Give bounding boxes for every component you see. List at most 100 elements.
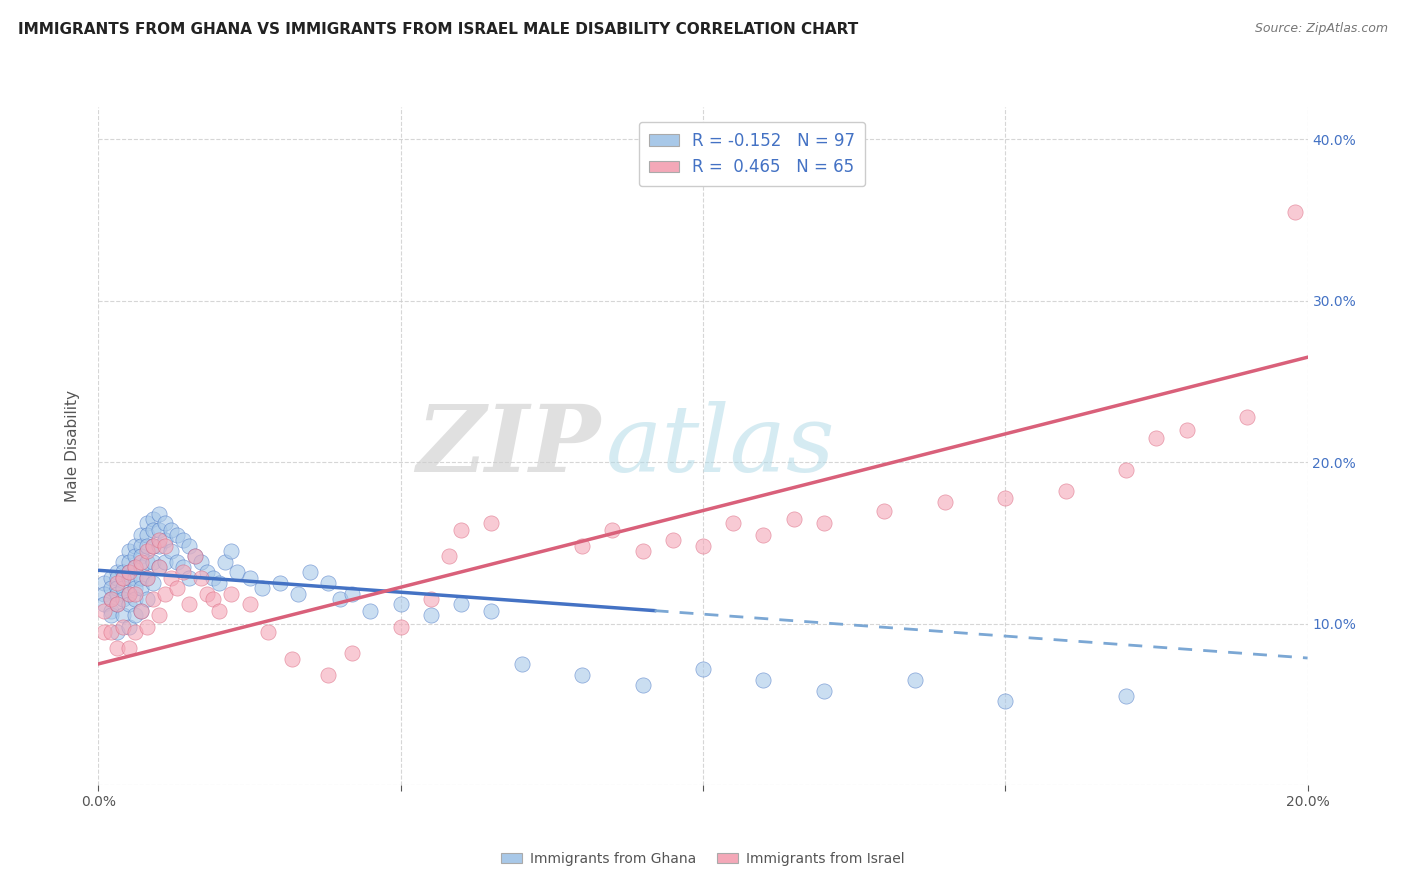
Point [160, 571, 183, 585]
Point [299, 565, 322, 579]
Point [105, 576, 128, 591]
Point [129, 581, 152, 595]
Point [124, 539, 146, 553]
Point [148, 608, 170, 623]
Point [813, 684, 835, 698]
Point [221, 544, 243, 558]
Point [571, 668, 593, 682]
Point [1175, 423, 1198, 437]
Point [153, 555, 176, 569]
Point [105, 597, 128, 611]
Point [100, 571, 122, 585]
Point [118, 587, 141, 601]
Point [250, 581, 273, 595]
Point [118, 555, 141, 569]
Point [124, 624, 146, 639]
Y-axis label: Male Disability: Male Disability [65, 390, 80, 502]
Point [510, 657, 533, 671]
Point [813, 516, 835, 531]
Point [105, 571, 128, 585]
Point [208, 576, 231, 591]
Point [142, 539, 165, 553]
Point [105, 597, 128, 611]
Point [184, 549, 207, 563]
Point [105, 581, 128, 595]
Point [135, 539, 157, 553]
Point [179, 539, 201, 553]
Point [160, 544, 183, 558]
Point [184, 549, 207, 563]
Point [904, 673, 927, 687]
Point [153, 516, 176, 531]
Point [124, 592, 146, 607]
Point [124, 587, 146, 601]
Point [692, 539, 714, 553]
Point [437, 549, 460, 563]
Point [124, 608, 146, 623]
Point [221, 587, 243, 601]
Point [723, 516, 745, 531]
Point [111, 608, 134, 623]
Point [148, 533, 170, 547]
Point [135, 571, 157, 585]
Point [111, 571, 134, 585]
Point [93, 576, 115, 591]
Point [873, 503, 896, 517]
Point [481, 516, 503, 531]
Point [481, 604, 503, 618]
Point [129, 571, 152, 585]
Point [269, 576, 291, 591]
Point [105, 587, 128, 601]
Point [129, 604, 152, 618]
Point [190, 555, 212, 569]
Point [316, 668, 339, 682]
Point [148, 560, 170, 574]
Point [153, 587, 176, 601]
Point [153, 539, 176, 553]
Point [153, 533, 176, 547]
Point [1236, 409, 1258, 424]
Text: ZIP: ZIP [416, 401, 600, 491]
Point [129, 560, 152, 574]
Point [129, 539, 152, 553]
Text: atlas: atlas [606, 401, 835, 491]
Point [100, 581, 122, 595]
Point [135, 592, 157, 607]
Point [752, 528, 775, 542]
Point [111, 592, 134, 607]
Point [420, 608, 443, 623]
Point [316, 576, 339, 591]
Point [342, 587, 364, 601]
Point [329, 592, 352, 607]
Point [172, 565, 194, 579]
Point [389, 620, 412, 634]
Point [202, 592, 225, 607]
Legend: Immigrants from Ghana, Immigrants from Israel: Immigrants from Ghana, Immigrants from I… [495, 847, 911, 871]
Point [692, 662, 714, 676]
Point [661, 533, 683, 547]
Point [129, 604, 152, 618]
Point [129, 555, 152, 569]
Point [124, 560, 146, 574]
Point [195, 587, 218, 601]
Point [389, 597, 412, 611]
Point [1115, 689, 1137, 703]
Point [124, 549, 146, 563]
Point [135, 544, 157, 558]
Point [124, 581, 146, 595]
Point [256, 624, 278, 639]
Point [172, 533, 194, 547]
Point [93, 587, 115, 601]
Point [1054, 484, 1077, 499]
Point [752, 673, 775, 687]
Point [239, 571, 262, 585]
Point [118, 565, 141, 579]
Point [142, 576, 165, 591]
Point [118, 587, 141, 601]
Point [420, 592, 443, 607]
Point [100, 604, 122, 618]
Point [93, 624, 115, 639]
Point [239, 597, 262, 611]
Point [450, 523, 472, 537]
Point [1284, 205, 1306, 219]
